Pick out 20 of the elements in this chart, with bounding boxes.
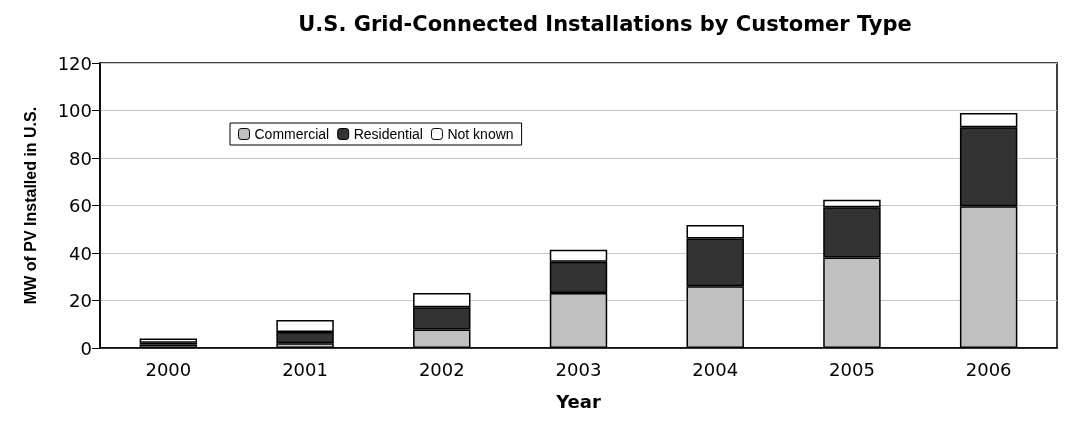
y-tick-label: 120 [57,52,92,74]
chart-title: U.S. Grid-Connected Installations by Customer Type [298,11,912,36]
x-tick-label: 2004 [692,358,739,380]
legend-label: Residential [353,126,423,142]
legend-label: Commercial [254,126,330,142]
x-tick-label: 2000 [145,358,192,380]
y-tick-label: 100 [57,100,92,121]
y-axis-title: MW of PV Installed in U.S. [21,106,39,305]
y-tick-label: 0 [80,337,92,359]
y-tick-label: 20 [69,290,92,311]
x-tick-label: 2005 [829,358,875,380]
x-tick-label: 2001 [282,358,328,380]
legend-label: Not known [447,126,514,142]
y-tick-label: 60 [69,195,92,216]
x-tick-label: 2006 [965,358,1012,380]
x-tick-label: 2002 [418,358,465,380]
x-axis-title: Year [555,390,601,412]
y-tick-label: 40 [69,242,92,264]
y-tick-label: 80 [69,147,92,169]
x-tick-label: 2003 [555,358,602,380]
